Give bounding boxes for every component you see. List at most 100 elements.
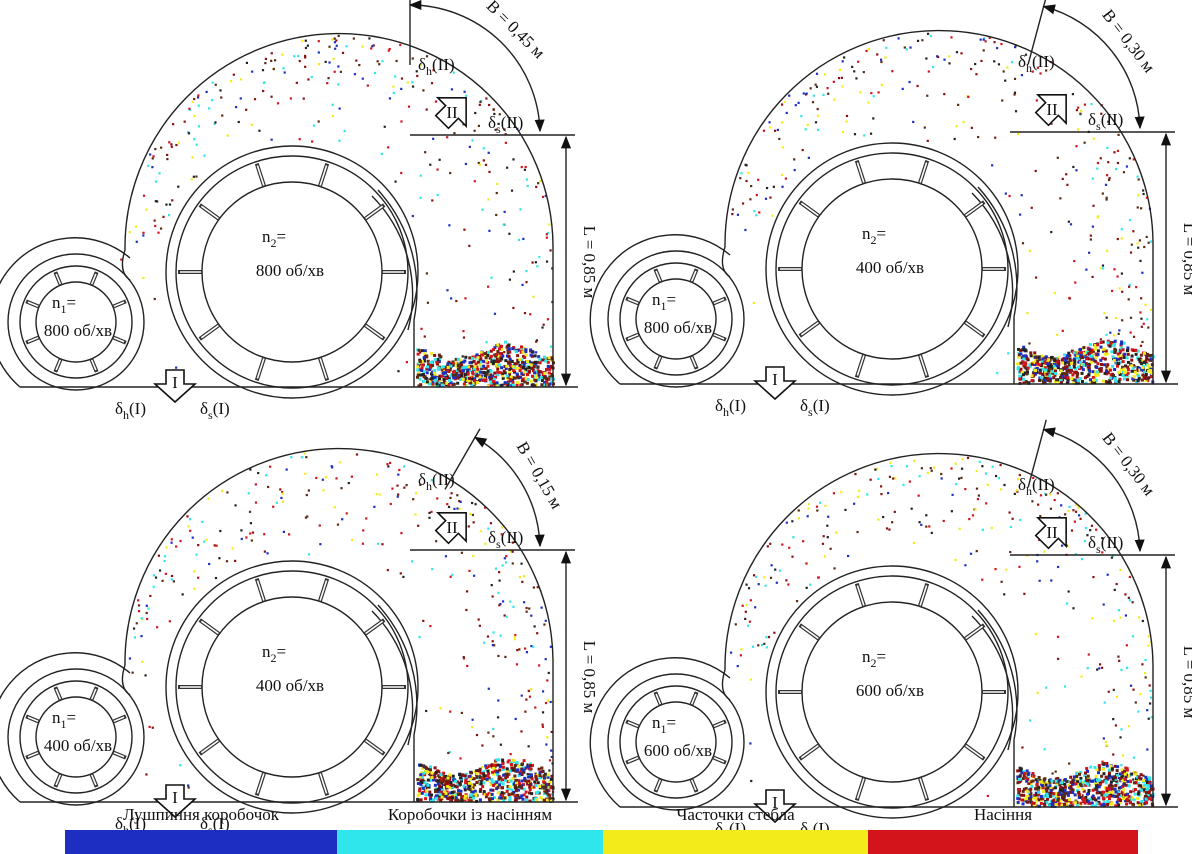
pile-particle xyxy=(531,367,534,370)
particle xyxy=(782,146,784,148)
pile-particle xyxy=(1087,800,1090,803)
particle xyxy=(318,51,320,53)
particle xyxy=(740,172,742,174)
particle xyxy=(1077,128,1079,130)
particle xyxy=(469,146,471,148)
particle xyxy=(881,84,883,86)
pile-particle xyxy=(1034,797,1037,800)
particle xyxy=(920,524,922,526)
particle xyxy=(1142,193,1144,195)
particle xyxy=(474,112,476,114)
particle xyxy=(1072,509,1074,511)
pile-particle xyxy=(1137,374,1140,377)
particle xyxy=(273,68,275,70)
particle xyxy=(334,37,336,39)
particle xyxy=(171,199,173,201)
particle xyxy=(887,492,889,494)
particle xyxy=(854,133,856,135)
particle xyxy=(1090,235,1092,237)
n1-speed: 800 об/хв xyxy=(44,321,112,340)
particle xyxy=(156,626,158,628)
l-label: L = 0,85 м xyxy=(580,641,599,714)
particle xyxy=(191,178,193,180)
pile-particle xyxy=(1113,343,1116,346)
particle xyxy=(435,100,437,102)
pile-particle xyxy=(1134,788,1137,791)
pile-particle xyxy=(508,361,511,364)
particle xyxy=(1043,551,1045,553)
particle xyxy=(416,75,418,77)
particle xyxy=(145,209,147,211)
particle xyxy=(1039,580,1041,582)
particle xyxy=(521,581,523,583)
pile-particle xyxy=(1131,355,1134,358)
pile-particle xyxy=(1096,370,1099,373)
pile-particle xyxy=(416,365,419,368)
particle xyxy=(303,98,305,100)
particle xyxy=(328,61,330,63)
pile-particle xyxy=(468,356,471,359)
particle xyxy=(889,476,891,478)
particle xyxy=(827,93,829,95)
particle xyxy=(955,559,957,561)
particle xyxy=(976,488,978,490)
particle xyxy=(398,469,400,471)
pile-particle xyxy=(1122,374,1125,377)
particle xyxy=(465,163,467,165)
particle xyxy=(524,169,526,171)
pile-particle xyxy=(1126,346,1129,349)
particle xyxy=(158,172,160,174)
particle xyxy=(192,537,194,539)
pile-particle xyxy=(1117,352,1120,355)
pile-particle xyxy=(444,792,447,795)
particle xyxy=(276,502,278,504)
particle xyxy=(373,506,375,508)
particle xyxy=(1037,692,1039,694)
particle xyxy=(1014,493,1016,495)
particle xyxy=(171,575,173,577)
pile-particle xyxy=(1090,361,1093,364)
pile-particle xyxy=(1018,778,1021,781)
particle xyxy=(1144,659,1146,661)
flow-label-symbol: δ xyxy=(115,399,123,418)
particle xyxy=(149,153,151,155)
pile-particle xyxy=(504,381,507,384)
particle xyxy=(912,121,914,123)
particle xyxy=(770,577,772,579)
pile-particle xyxy=(1100,775,1103,778)
particle xyxy=(175,144,177,146)
particle xyxy=(1121,237,1123,239)
particle xyxy=(525,607,527,609)
particle xyxy=(146,605,148,607)
pile-particle xyxy=(1120,340,1123,343)
particle xyxy=(925,526,927,528)
particle xyxy=(1141,341,1143,343)
particle xyxy=(987,484,989,486)
pile-particle xyxy=(523,380,526,383)
particle xyxy=(512,158,514,160)
particle xyxy=(1132,230,1134,232)
particle xyxy=(376,474,378,476)
particle xyxy=(1067,510,1069,512)
particle xyxy=(355,59,357,61)
particle xyxy=(485,341,487,343)
pile-particle xyxy=(1030,354,1033,357)
pile-particle xyxy=(460,375,463,378)
pile-particle xyxy=(470,771,473,774)
particle xyxy=(1021,74,1023,76)
pile-particle xyxy=(1038,363,1041,366)
particle xyxy=(1118,660,1120,662)
particle xyxy=(1057,492,1059,494)
particle xyxy=(1106,250,1108,252)
pile-particle xyxy=(1145,357,1148,360)
particle xyxy=(208,107,210,109)
pile-particle xyxy=(491,771,494,774)
particle xyxy=(418,636,420,638)
particle xyxy=(1129,219,1131,221)
particle xyxy=(145,773,147,775)
pile-particle xyxy=(1043,803,1046,806)
pile-particle xyxy=(422,380,425,383)
particle xyxy=(334,48,336,50)
particle xyxy=(548,769,550,771)
particle xyxy=(546,679,548,681)
